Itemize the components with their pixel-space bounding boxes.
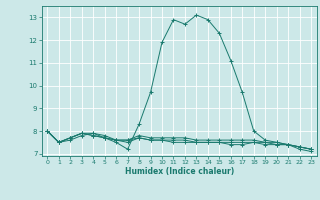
- X-axis label: Humidex (Indice chaleur): Humidex (Indice chaleur): [124, 167, 234, 176]
